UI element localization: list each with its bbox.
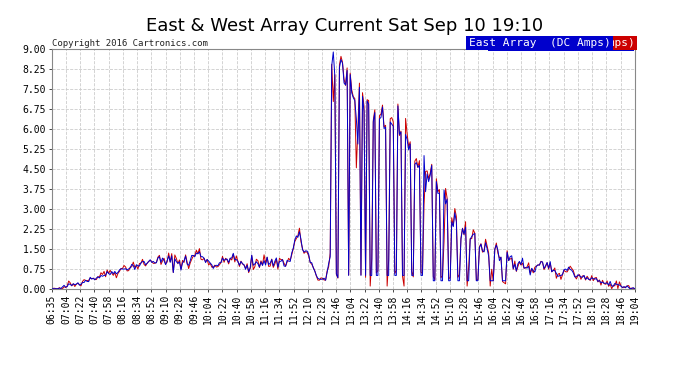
Text: West Array  (DC Amps): West Array (DC Amps) bbox=[493, 38, 635, 48]
Text: East Array  (DC Amps): East Array (DC Amps) bbox=[469, 38, 611, 48]
Text: Copyright 2016 Cartronics.com: Copyright 2016 Cartronics.com bbox=[52, 39, 208, 48]
Text: East & West Array Current Sat Sep 10 19:10: East & West Array Current Sat Sep 10 19:… bbox=[146, 17, 544, 35]
Text: East Array  (DC Amps): East Array (DC Amps) bbox=[490, 39, 632, 49]
